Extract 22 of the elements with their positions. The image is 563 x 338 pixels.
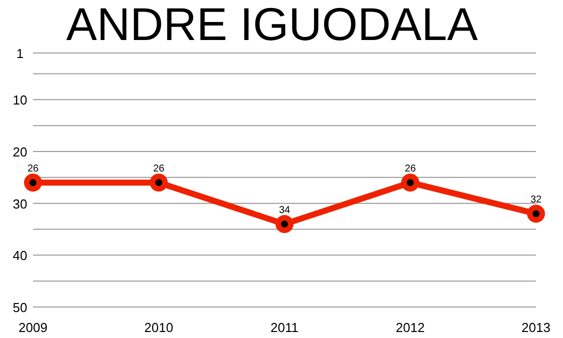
data-label: 26 bbox=[27, 164, 39, 175]
point bbox=[401, 174, 420, 192]
x-tick-label: 2013 bbox=[522, 320, 550, 335]
y-tick-label: 10 bbox=[12, 92, 28, 108]
point bbox=[527, 204, 545, 223]
y-tick-label: 1 bbox=[16, 46, 24, 61]
y-tick-label: 20 bbox=[12, 144, 28, 160]
point bbox=[24, 174, 42, 192]
data-label: 32 bbox=[530, 194, 542, 206]
y-tick-label: 50 bbox=[12, 300, 28, 315]
chart-title: ANDRE IGUODALA bbox=[66, 0, 478, 50]
y-tick-label: 30 bbox=[12, 196, 28, 212]
x-tick-label: 2009 bbox=[18, 320, 48, 335]
point bbox=[276, 215, 294, 234]
data-label: 34 bbox=[278, 205, 290, 216]
x-tick-label: 2011 bbox=[270, 320, 298, 335]
point bbox=[150, 174, 168, 192]
data-label: 26 bbox=[153, 164, 165, 175]
data-label: 26 bbox=[404, 164, 416, 175]
x-tick-label: 2010 bbox=[144, 320, 174, 335]
x-tick-label: 2012 bbox=[396, 320, 425, 335]
y-tick-label: 40 bbox=[12, 248, 28, 264]
